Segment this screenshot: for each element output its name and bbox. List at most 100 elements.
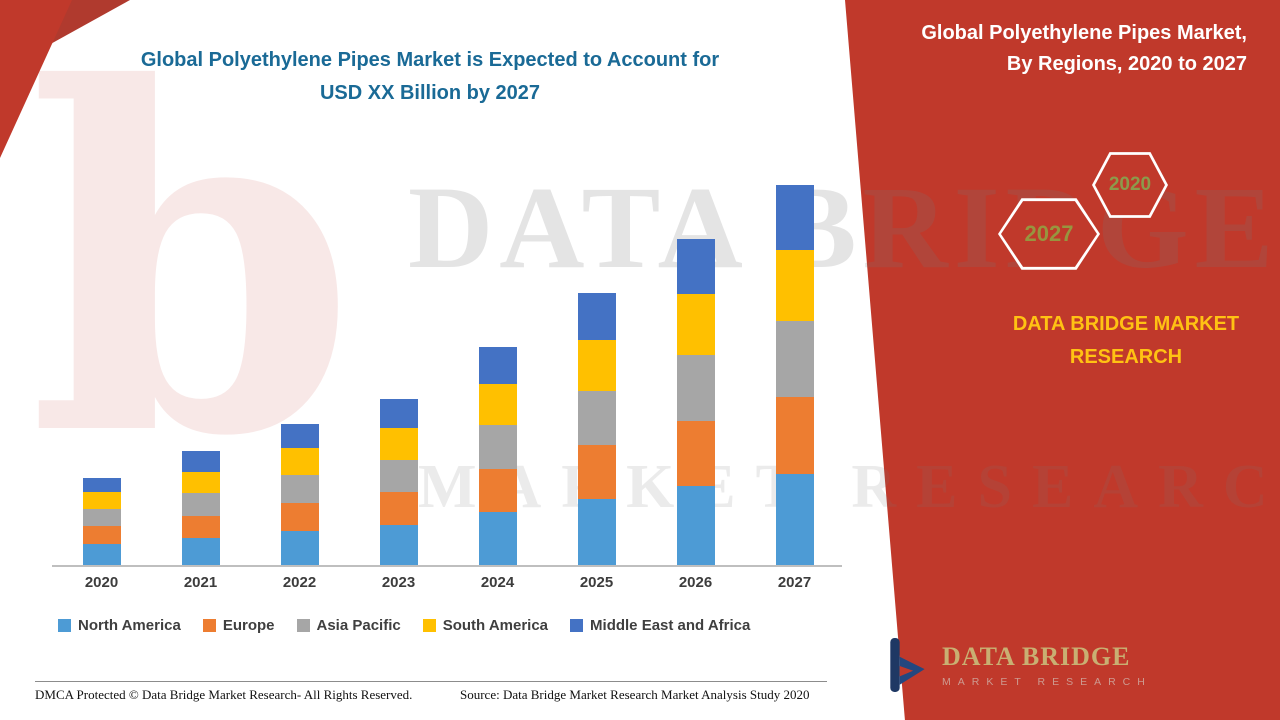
x-axis-line (52, 565, 842, 567)
x-axis-label-2023: 2023 (381, 574, 416, 591)
legend-item-europe: Europe (202, 617, 275, 634)
chart-headline-line1: Global Polyethylene Pipes Market is Expe… (140, 49, 720, 71)
legend-item-asia-pacific: Asia Pacific (296, 617, 401, 634)
bar-segment-north-america (577, 499, 616, 565)
data-bridge-logo-icon (890, 638, 925, 692)
bar-column-2022: 2022 (251, 0, 349, 600)
bar-segment-south-america (577, 339, 616, 392)
bar-segment-north-america (379, 525, 418, 565)
bar-segment-europe (82, 526, 121, 544)
brand-b-watermark-icon: b (28, 0, 357, 539)
footer-logo: DATA BRIDGE MARKET RESEARCH (888, 638, 1152, 692)
legend-swatch-europe (202, 619, 216, 632)
legend-label-middle-east-and-africa: Middle East and Africa (590, 617, 751, 634)
bar-stack-2023 (379, 398, 418, 565)
bar-stack-2021 (181, 451, 220, 565)
bar-segment-asia-pacific (379, 459, 418, 493)
bar-column-2020: 2020 (53, 0, 151, 600)
x-axis-label-2025: 2025 (579, 574, 614, 591)
dmca-notice: DMCA Protected © Data Bridge Market Rese… (35, 687, 413, 702)
bar-column-2021: 2021 (152, 0, 250, 600)
bar-segment-middle-east-and-africa (82, 478, 121, 493)
legend-item-north-america: North America (58, 617, 181, 634)
bar-stack-2020 (82, 478, 121, 565)
bar-segment-asia-pacific (280, 474, 319, 503)
source-note: Source: Data Bridge Market Research Mark… (460, 687, 810, 702)
bar-segment-europe (280, 502, 319, 531)
bar-segment-middle-east-and-africa (280, 424, 319, 448)
chart-headline-line2: USD XX Billion by 2027 (319, 82, 541, 104)
legend-swatch-south-america (422, 619, 436, 632)
legend-label-south-america: South America (442, 617, 549, 634)
bar-segment-north-america (676, 486, 715, 565)
bar-column-2024: 2024 (449, 0, 547, 600)
bar-segment-asia-pacific (82, 508, 121, 527)
bar-stack-2027 (775, 185, 814, 565)
bar-segment-asia-pacific (775, 321, 814, 398)
panel-title: Global Polyethylene Pipes Market, By Reg… (921, 22, 1247, 75)
bar-segment-europe (577, 445, 616, 500)
hexagon-badge-2027: 2027 (998, 198, 1100, 270)
bar-segment-north-america (280, 531, 319, 565)
legend-label-europe: Europe (222, 617, 275, 634)
watermark-text-line2: MARKET RESEARCH (418, 453, 1280, 521)
x-axis-label-2020: 2020 (84, 574, 119, 591)
hexagon-badge-2020-label: 2020 (1095, 154, 1165, 216)
bar-segment-south-america (181, 472, 220, 494)
hexagon-badge-2027-label: 2027 (1001, 201, 1097, 267)
legend-item-south-america: South America (422, 617, 549, 634)
bar-segment-europe (676, 420, 715, 487)
bar-segment-north-america (775, 473, 814, 565)
x-axis-label-2026: 2026 (678, 574, 713, 591)
bar-segment-north-america (181, 538, 220, 565)
footer-logo-text: DATA BRIDGE MARKET RESEARCH (942, 642, 1152, 688)
legend-swatch-north-america (58, 619, 71, 632)
bar-segment-south-america (379, 427, 418, 460)
legend-item-middle-east-and-africa: Middle East and Africa (570, 617, 750, 634)
footer-divider (35, 681, 827, 682)
bar-segment-europe (181, 515, 220, 538)
legend-label-north-america: North America (78, 617, 181, 634)
bar-column-2027: 2027 (746, 0, 844, 600)
bar-segment-north-america (478, 512, 517, 565)
bar-segment-europe (379, 492, 418, 526)
bar-segment-asia-pacific (478, 425, 517, 469)
bar-segment-south-america (676, 294, 715, 356)
bar-segment-south-america (280, 447, 319, 475)
bar-stack-2022 (280, 424, 319, 565)
bar-segment-asia-pacific (676, 355, 715, 421)
bar-segment-middle-east-and-africa (577, 292, 616, 340)
bar-plot: 2020 2021 2022 2023 2024 2025 2026 2027 (52, 0, 844, 600)
x-axis-label-2027: 2027 (777, 574, 812, 591)
bar-segment-south-america (82, 492, 121, 509)
bar-segment-middle-east-and-africa (775, 185, 814, 250)
footer-logo-subtitle: MARKET RESEARCH (942, 676, 1152, 688)
chart-headline: Global Polyethylene Pipes Market is Expe… (60, 44, 800, 110)
bar-segment-asia-pacific (181, 493, 220, 516)
bar-segment-south-america (478, 384, 517, 426)
bar-stack-2025 (577, 292, 616, 565)
legend-swatch-asia-pacific (296, 619, 310, 632)
footer-logo-name: DATA BRIDGE (942, 642, 1131, 671)
bar-segment-middle-east-and-africa (676, 238, 715, 295)
legend-swatch-middle-east-and-africa (570, 619, 584, 632)
bar-segment-middle-east-and-africa (379, 398, 418, 428)
bar-segment-middle-east-and-africa (478, 346, 517, 385)
bar-segment-asia-pacific (577, 391, 616, 446)
bar-column-2025: 2025 (548, 0, 646, 600)
x-axis-label-2024: 2024 (480, 574, 515, 591)
bar-segment-middle-east-and-africa (181, 451, 220, 473)
x-axis-label-2022: 2022 (282, 574, 317, 591)
x-axis-label-2021: 2021 (183, 574, 218, 591)
bar-column-2026: 2026 (647, 0, 745, 600)
hexagon-badge-2020: 2020 (1092, 152, 1168, 218)
chart-legend: North America Europe Asia Pacific South Ame… (58, 617, 750, 634)
bar-segment-south-america (775, 249, 814, 322)
bar-stack-2024 (478, 346, 517, 565)
bar-segment-europe (478, 468, 517, 513)
bar-segment-north-america (82, 543, 121, 565)
bar-segment-europe (775, 397, 814, 474)
legend-label-asia-pacific: Asia Pacific (316, 617, 401, 634)
